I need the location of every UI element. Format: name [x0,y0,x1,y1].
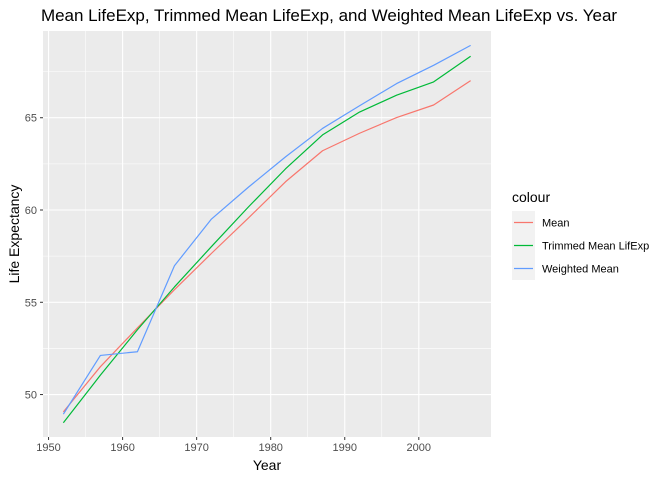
legend-title: colour [512,189,550,205]
x-tick-label: 1960 [110,442,134,454]
y-tick-label: 65 [25,113,37,125]
y-tick-label: 60 [25,205,37,217]
y-axis-title: Life Expectancy [6,185,22,284]
x-tick-label: 1970 [184,442,208,454]
chart-title: Mean LifeExp, Trimmed Mean LifeExp, and … [41,6,617,25]
series-lines [62,44,471,424]
series-line-trimmed-mean-lifexp [62,55,471,424]
x-axis: 1950 1960 1970 1980 1990 2000 [36,437,431,454]
x-tick-label: 1950 [36,442,60,454]
legend-label: Trimmed Mean LifExp [542,241,649,253]
series-line-weighted-mean [62,44,471,415]
x-tick-label: 2000 [407,442,431,454]
series-line-mean [62,80,471,413]
x-tick-label: 1990 [333,442,357,454]
y-tick-label: 50 [25,390,37,402]
legend: colour Mean Trimmed Mean LifExp Weighted M… [512,189,649,280]
y-tick-label: 55 [25,297,37,309]
y-axis: 50 55 60 65 [25,113,43,402]
plot-panel [43,31,491,437]
legend-label: Weighted Mean [542,264,619,276]
x-axis-title: Year [253,457,282,473]
major-gridlines [43,31,491,437]
legend-label: Mean [542,218,570,230]
x-tick-label: 1980 [258,442,282,454]
